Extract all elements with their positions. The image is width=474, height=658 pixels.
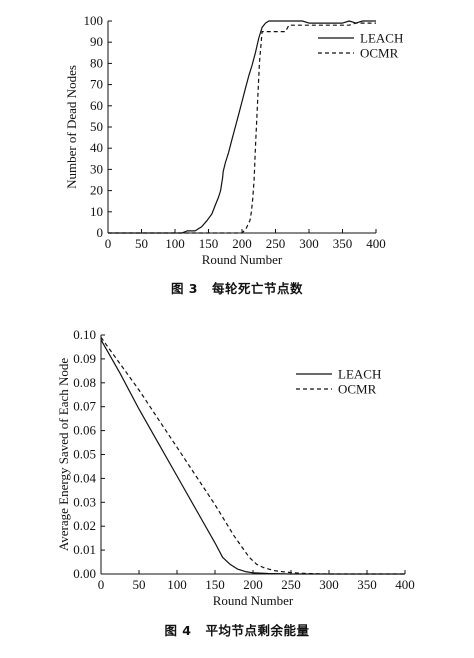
- x-axis-label: Round Number: [213, 593, 294, 608]
- y-tick-label: 50: [90, 119, 103, 134]
- x-tick-label: 300: [319, 577, 339, 592]
- legend-label-leach: LEACH: [360, 31, 403, 46]
- series-line-ocmr: [100, 337, 405, 575]
- y-tick-label: 0.09: [73, 351, 96, 366]
- figure-average-energy: 0 50 100 150 200 250 300 350 400 0.00 0.01 0.02 0.03…: [0, 318, 474, 658]
- y-tick-label: 0.10: [73, 327, 96, 342]
- series-line-ocmr: [108, 22, 376, 234]
- y-tick-label: 100: [84, 13, 104, 28]
- x-tick-label: 0: [105, 236, 112, 251]
- y-tick-label: 0: [97, 225, 104, 240]
- x-tick-label: 300: [299, 236, 319, 251]
- legend-label-leach: LEACH: [338, 367, 381, 382]
- legend-label-ocmr: OCMR: [360, 46, 399, 61]
- figure-caption: 图 4 平均节点剩余能量: [0, 620, 474, 639]
- x-tick-label: 100: [167, 577, 187, 592]
- y-tick-label: 0.02: [73, 518, 96, 533]
- y-axis-label: Average Energy Saved of Each Node: [56, 358, 71, 552]
- y-tick-label: 0.04: [73, 470, 96, 485]
- y-tick-label: 0.01: [73, 542, 96, 557]
- x-tick-label: 200: [243, 577, 263, 592]
- series-line-leach: [100, 339, 405, 575]
- x-tick-label: 350: [333, 236, 353, 251]
- x-tick-label: 50: [135, 236, 148, 251]
- y-tick-label: 20: [90, 183, 103, 198]
- y-tick-label: 0.06: [73, 423, 96, 438]
- y-tick-label: 70: [90, 77, 103, 92]
- y-tick-label: 0.05: [73, 447, 96, 462]
- x-tick-label: 0: [98, 577, 105, 592]
- x-tick-label: 50: [133, 577, 146, 592]
- average-energy-chart: 0 50 100 150 200 250 300 350 400 0.00 0.01 0.02 0.03…: [56, 327, 415, 608]
- caption-title: 每轮死亡节点数: [212, 281, 304, 296]
- series-line-leach: [108, 20, 376, 234]
- legend-label-ocmr: OCMR: [338, 382, 377, 397]
- y-tick-label: 80: [90, 55, 103, 70]
- caption-number: 图 4: [164, 623, 192, 638]
- x-tick-label: 200: [232, 236, 252, 251]
- y-tick-label: 0.08: [73, 375, 96, 390]
- y-tick-label: 60: [90, 98, 103, 113]
- y-tick-label: 90: [90, 34, 103, 49]
- y-tick-label: 40: [90, 140, 103, 155]
- x-tick-label: 100: [165, 236, 185, 251]
- figure-dead-nodes: 0 50 100 150 200 250 300 350 400 0 10 20 30 40 50 60 70 8…: [0, 0, 474, 305]
- x-tick-label: 250: [281, 577, 301, 592]
- dead-nodes-chart: 0 50 100 150 200 250 300 350 400 0 10 20 30 40 50 60 70 8…: [64, 13, 403, 267]
- y-axis-label: Number of Dead Nodes: [64, 65, 79, 189]
- y-tick-label: 0.07: [73, 399, 96, 414]
- y-tick-label: 30: [90, 161, 103, 176]
- x-tick-label: 150: [199, 236, 219, 251]
- x-tick-label: 150: [205, 577, 225, 592]
- x-tick-label: 400: [395, 577, 415, 592]
- caption-number: 图 3: [170, 281, 199, 296]
- y-tick-label: 0.03: [73, 494, 96, 509]
- figure-caption: 图 3 每轮死亡节点数: [0, 278, 474, 297]
- x-tick-label: 350: [357, 577, 377, 592]
- y-tick-label: 0.00: [73, 566, 96, 581]
- x-tick-label: 250: [266, 236, 286, 251]
- caption-title: 平均节点剩余能量: [205, 623, 310, 638]
- x-tick-label: 400: [366, 236, 386, 251]
- x-axis-label: Round Number: [202, 252, 283, 267]
- y-tick-label: 10: [90, 204, 103, 219]
